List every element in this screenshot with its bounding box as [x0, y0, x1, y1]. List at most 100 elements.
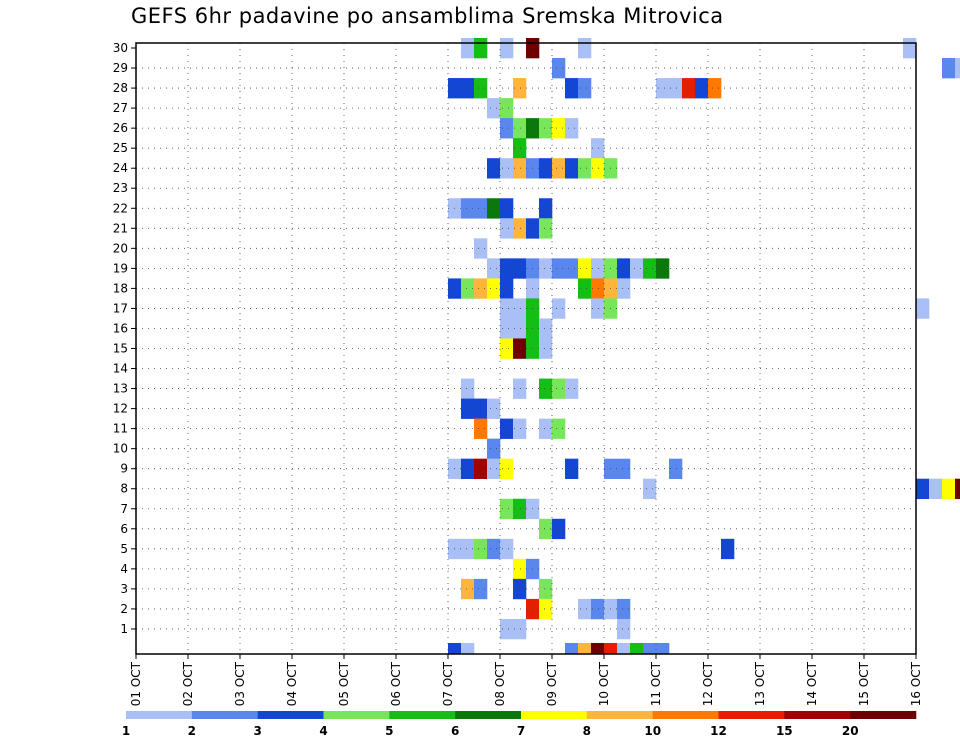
heatmap-cell: [565, 78, 579, 99]
y-tick-label: 13: [113, 382, 128, 396]
heatmap-cell: [500, 498, 514, 520]
heatmap-cell: [500, 37, 514, 59]
chart-title: GEFS 6hr padavine po ansamblima Sremska …: [131, 4, 724, 28]
heatmap-cell: [591, 598, 605, 620]
heatmap-cell: [474, 37, 488, 59]
heatmap-cell: [942, 58, 956, 79]
heatmap-cell: [539, 378, 553, 399]
heatmap-cell: [539, 218, 553, 239]
y-tick-label: 28: [113, 81, 128, 95]
heatmap-cell: [500, 218, 514, 239]
heatmap-cell: [591, 298, 605, 319]
x-tick-label: 03 OCT: [233, 661, 247, 706]
heatmap-cell: [552, 518, 566, 540]
y-axis: 1234567891011121314151617181920212223242…: [113, 41, 136, 636]
y-tick-label: 25: [113, 141, 128, 155]
heatmap-cell: [526, 37, 540, 59]
heatmap-cell: [578, 278, 592, 299]
heatmap-cell: [461, 538, 475, 560]
heatmap-cell: [513, 318, 527, 339]
heatmap-cell: [578, 258, 592, 279]
heatmap-cell: [578, 78, 592, 99]
x-tick-label: 14 OCT: [805, 661, 819, 706]
heatmap-cell: [565, 378, 579, 399]
colorbar-label: 2: [188, 724, 196, 738]
y-tick-label: 7: [120, 502, 128, 516]
y-tick-label: 23: [113, 181, 128, 195]
y-tick-label: 26: [113, 121, 128, 135]
x-tick-label: 04 OCT: [285, 661, 299, 706]
heatmap-cell: [565, 258, 579, 279]
y-tick-label: 20: [113, 241, 128, 255]
heatmap-cell: [643, 478, 657, 500]
heatmap-cell: [487, 158, 501, 179]
y-tick-label: 10: [113, 442, 128, 456]
colorbar-label: 15: [776, 724, 793, 738]
x-tick-label: 13 OCT: [753, 661, 767, 706]
x-tick-label: 15 OCT: [857, 661, 871, 706]
x-tick-label: 12 OCT: [701, 661, 715, 706]
y-tick-label: 14: [113, 362, 128, 376]
colorbar-swatch: [652, 711, 719, 719]
x-tick-label: 11 OCT: [649, 661, 663, 706]
heatmap-cell: [474, 458, 488, 480]
heatmap-cell: [565, 118, 579, 139]
colorbar-swatch: [323, 711, 390, 719]
colorbar-swatch: [455, 711, 522, 719]
heatmap-cell: [461, 458, 475, 480]
heatmap-cell: [565, 642, 579, 655]
heatmap-cell: [513, 298, 527, 319]
heatmap-cell: [500, 258, 514, 279]
heatmap-cell: [500, 618, 514, 640]
heatmap-cell: [604, 642, 618, 655]
colorbar-label: 1: [122, 724, 130, 738]
y-tick-label: 9: [120, 462, 128, 476]
y-tick-label: 11: [113, 422, 128, 436]
heatmap-cell: [500, 278, 514, 299]
heatmap-cell: [591, 642, 605, 655]
heatmap-cell: [617, 598, 631, 620]
heatmap-cell: [513, 138, 527, 159]
colorbar-swatch: [718, 711, 785, 719]
colorbar-swatch: [191, 711, 258, 719]
heatmap-cell: [539, 258, 553, 279]
colorbar-label: 5: [385, 724, 393, 738]
heatmap-cell: [500, 158, 514, 179]
heatmap-cell: [539, 338, 553, 359]
colorbar-swatch: [850, 711, 917, 719]
y-tick-label: 12: [113, 402, 128, 416]
colorbar-swatch: [521, 711, 588, 719]
heatmap-cell: [513, 578, 527, 600]
heatmap-cell: [474, 78, 488, 99]
heatmap-cell: [591, 138, 605, 159]
heatmap-cell: [578, 598, 592, 620]
heatmap-cell: [461, 37, 475, 59]
heatmap-cell: [513, 378, 527, 399]
heatmap-cell: [539, 198, 553, 219]
colorbar-label: 3: [254, 724, 262, 738]
heatmap-cell: [617, 278, 631, 299]
heatmap-cell: [955, 478, 960, 500]
heatmap-cell: [929, 478, 943, 500]
colorbar-label: 10: [644, 724, 661, 738]
heatmap-cell: [552, 258, 566, 279]
heatmap-cell: [643, 642, 657, 655]
y-tick-label: 15: [113, 342, 128, 356]
heatmap-cell: [552, 418, 566, 439]
heatmap-cell: [500, 418, 514, 439]
heatmap-cell: [630, 258, 644, 279]
heatmap-cell: [513, 158, 527, 179]
heatmap-cell: [474, 398, 488, 419]
colorbar-swatch: [784, 711, 851, 719]
heatmap-cell: [656, 78, 670, 99]
heatmap-cell: [552, 58, 566, 79]
x-tick-label: 01 OCT: [129, 661, 143, 706]
y-tick-label: 17: [113, 301, 128, 315]
heatmap-cell: [474, 538, 488, 560]
heatmap-cell: [942, 478, 956, 500]
heatmap-cell: [461, 278, 475, 299]
heatmap-cell: [513, 118, 527, 139]
x-tick-label: 16 OCT: [909, 661, 923, 706]
heatmap-cell: [552, 118, 566, 139]
heatmap-cell: [669, 78, 683, 99]
